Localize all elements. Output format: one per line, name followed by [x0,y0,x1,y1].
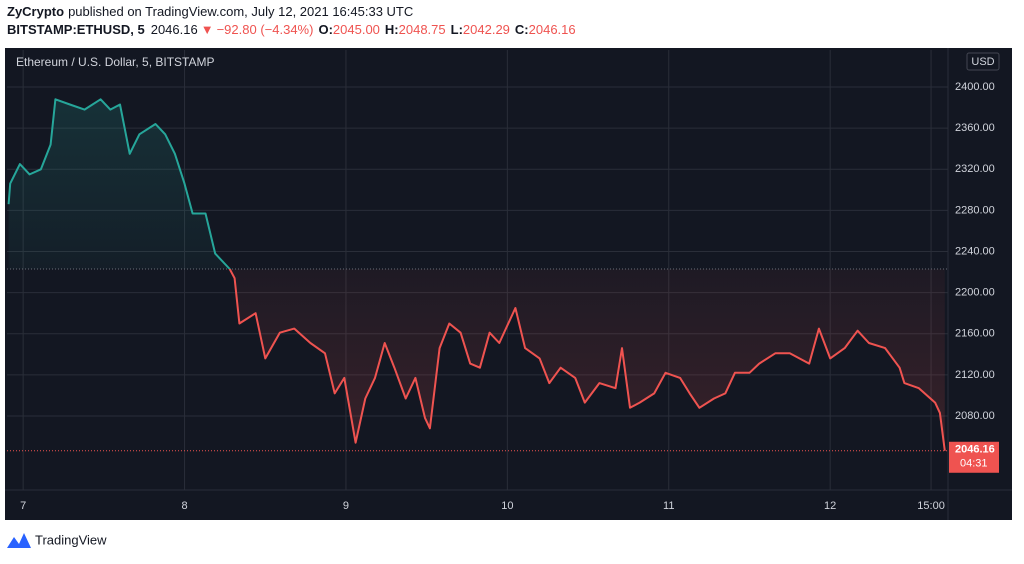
currency-box[interactable] [966,52,1000,71]
x-tick-label: 10 [501,500,513,512]
ohlc-value: 2046.16 [529,22,576,37]
last-price-label: 2046.16 [955,444,995,456]
quote-line: BITSTAMP:ETHUSD, 5 2046.16 ▼ −92.80 (−4.34%… [7,22,576,37]
ohlc-value: 2045.00 [333,22,380,37]
y-tick-label: 2400.00 [955,81,995,93]
published: published on TradingView.com, July 12, 2… [68,4,413,19]
x-tick-label: 12 [824,500,836,512]
x-tick-label: 11 [663,500,674,512]
last-price-box [949,441,999,473]
y-tick-label: 2080.00 [955,410,995,422]
countdown: 04:31 [960,458,988,470]
y-tick-label: 2120.00 [955,369,995,381]
y-tick-label: 2280.00 [955,204,995,216]
y-tick-label: 2200.00 [955,287,995,299]
y-tick-label: 2320.00 [955,163,995,175]
y-tick-label: 2160.00 [955,328,995,340]
y-tick-label: 2240.00 [955,245,995,257]
y-tick-label: 2360.00 [955,122,995,134]
currency: USD [971,56,994,68]
footer-logo [7,533,31,548]
header-line: ZyCrypto published on TradingView.com, Ju… [7,4,413,19]
ohlc-label: C: [515,22,529,37]
x-tick-label: 8 [181,500,187,512]
symbol: BITSTAMP:ETHUSD, 5 [7,22,145,37]
ohlc-label: H: [385,22,399,37]
x-tick-label: 15:00 [917,500,945,512]
author: ZyCrypto [7,4,64,19]
footer-brand: TradingView [35,532,107,547]
ohlc-value: 2048.75 [399,22,446,37]
ohlc-label: O: [318,22,332,37]
legend: Ethereum / U.S. Dollar, 5, BITSTAMP [16,55,215,69]
ohlc-label: L: [451,22,463,37]
x-tick-label: 7 [20,500,26,512]
baseline-area [8,99,945,451]
ohlc-value: 2042.29 [463,22,510,37]
change: −92.80 (−4.34%) [217,22,314,37]
last: 2046.16 [151,22,198,37]
price-line [7,98,946,451]
x-tick-label: 9 [343,500,349,512]
arrow: ▼ [201,22,214,37]
